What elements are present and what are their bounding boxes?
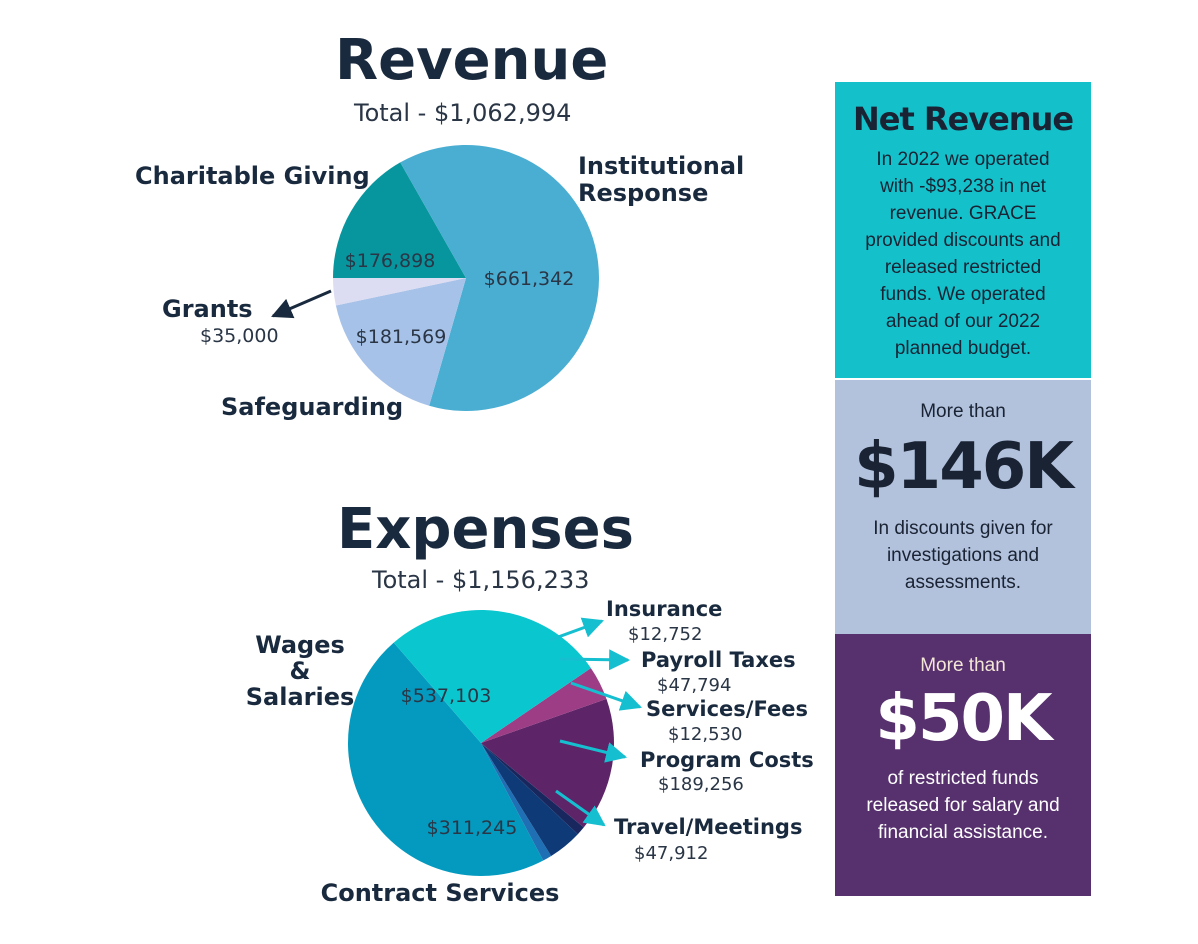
pie-slice-travel-meetings xyxy=(481,668,607,743)
arrow-program-costs xyxy=(559,739,628,763)
value-label-insurance: $12,752 xyxy=(628,624,702,645)
arrow-insurance xyxy=(549,617,604,642)
pie-slice-charitable-giving xyxy=(333,162,466,278)
value-label-charitable-giving: $176,898 xyxy=(345,250,436,272)
revenue-title: Revenue xyxy=(335,28,609,93)
revenue-pie xyxy=(333,144,600,411)
category-label-insurance: Insurance xyxy=(606,597,722,621)
category-label-wages-salaries: Wages & Salaries xyxy=(246,631,355,711)
net-revenue-line: funds. We operated xyxy=(880,284,1046,305)
category-label-payroll-taxes: Payroll Taxes xyxy=(641,648,796,672)
funds-line: released for salary and xyxy=(866,795,1060,816)
expenses-title: Expenses xyxy=(337,497,634,562)
expenses-pie xyxy=(347,609,615,877)
net-revenue-line: revenue. GRACE xyxy=(889,203,1037,224)
pie-slice-payroll-taxes xyxy=(481,743,578,856)
category-label-program-costs: Program Costs xyxy=(640,748,814,772)
value-label-payroll-taxes: $47,794 xyxy=(657,675,731,696)
discounts-body: In discounts given for investigations an… xyxy=(835,515,1091,596)
category-label-contract-services: Contract Services xyxy=(321,879,560,907)
discounts-line: In discounts given for xyxy=(873,518,1053,539)
value-label-program-costs: $189,256 xyxy=(658,774,744,795)
value-label-services-fees: $12,530 xyxy=(668,724,742,745)
value-label-travel-meetings: $47,912 xyxy=(634,843,708,864)
category-label-institutional-response: Institutional Response xyxy=(578,152,744,207)
revenue-total: Total - $1,062,994 xyxy=(354,99,572,127)
value-label-institutional-response: $661,342 xyxy=(484,268,575,290)
funds-value: $50K xyxy=(875,682,1052,756)
pie-slice-institutional-response xyxy=(400,144,600,411)
discounts-value: $146K xyxy=(854,430,1074,504)
arrow-travel-meetings xyxy=(555,789,606,827)
category-label-grants: Grants xyxy=(162,295,253,323)
funds-body: of restricted funds released for salary … xyxy=(835,765,1091,846)
category-label-charitable-giving: Charitable Giving xyxy=(135,162,370,190)
net-revenue-line: In 2022 we operated xyxy=(876,149,1050,170)
category-label-safeguarding: Safeguarding xyxy=(221,393,403,421)
chart-annotations: $176,898 $661,342 $181,569 Charitable Givin… xyxy=(135,152,814,907)
value-label-wages-salaries: $537,103 xyxy=(401,685,492,707)
expenses-total: Total - $1,156,233 xyxy=(372,566,590,594)
grants-arrow xyxy=(271,289,332,319)
pie-slice-safeguarding xyxy=(335,278,466,406)
discounts-line: assessments. xyxy=(904,572,1022,593)
pie-slice-program-costs xyxy=(481,698,615,828)
funds-line: financial assistance. xyxy=(877,822,1049,843)
value-label-grants: $35,000 xyxy=(200,325,279,347)
funds-kicker: More than xyxy=(920,655,1006,676)
value-label-contract-services: $311,245 xyxy=(427,817,518,839)
restricted-funds-panel: More than $50K of restricted funds relea… xyxy=(835,634,1091,896)
charts-canvas: $176,898 $661,342 $181,569 Charitable Givin… xyxy=(135,144,814,907)
discounts-kicker: More than xyxy=(920,401,1006,422)
discounts-line: investigations and xyxy=(886,545,1040,566)
net-revenue-line: planned budget. xyxy=(894,338,1032,359)
discounts-panel: More than $146K In discounts given for i… xyxy=(835,380,1091,634)
net-revenue-title: Net Revenue xyxy=(852,100,1074,138)
arrow-services-fees xyxy=(570,681,642,711)
net-revenue-body: In 2022 we operated with -$93,238 in net… xyxy=(857,146,1069,362)
net-revenue-line: released restricted xyxy=(884,257,1042,278)
category-label-services-fees: Services/Fees xyxy=(646,697,808,721)
net-revenue-line: ahead of our 2022 xyxy=(885,311,1041,332)
pie-slice-insurance xyxy=(481,743,552,861)
pie-slice-grants xyxy=(333,278,466,306)
arrow-payroll-taxes xyxy=(559,649,631,671)
category-label-travel-meetings: Travel/Meetings xyxy=(614,815,802,839)
pie-slice-contract-services xyxy=(393,609,591,743)
net-revenue-line: provided discounts and xyxy=(865,230,1061,251)
value-label-safeguarding: $181,569 xyxy=(356,326,447,348)
pie-slice-wages-salaries xyxy=(347,642,544,877)
net-revenue-panel: Net Revenue In 2022 we operated with -$9… xyxy=(835,82,1091,378)
funds-line: of restricted funds xyxy=(887,768,1039,789)
pie-slice-services-fees xyxy=(481,743,584,835)
net-revenue-line: with -$93,238 in net xyxy=(880,176,1046,197)
